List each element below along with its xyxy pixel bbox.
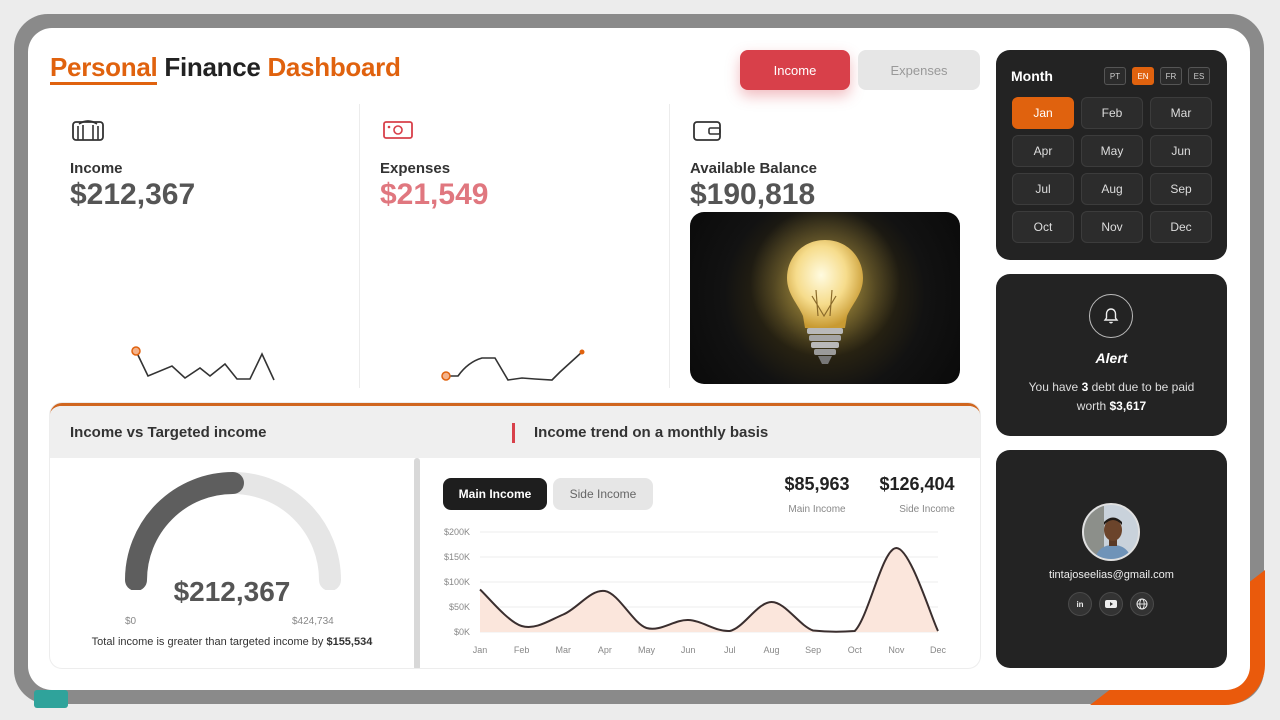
- side-income-metric-label: Side Income: [899, 504, 955, 515]
- title-dashboard: Dashboard: [267, 52, 401, 82]
- corner-tab-decoration: [34, 690, 68, 708]
- language-fr-button[interactable]: FR: [1160, 67, 1182, 85]
- x-tick-label: Jul: [724, 645, 736, 655]
- title-finance: Finance: [157, 52, 268, 82]
- gauge-value: $212,367: [173, 576, 291, 607]
- alert-count: 3: [1081, 380, 1089, 394]
- trend-area: [480, 548, 938, 632]
- expenses-value: $21,549: [380, 178, 489, 211]
- trend-line: [479, 546, 939, 633]
- title-personal: Personal: [50, 52, 158, 85]
- profile-card: tintajoseelias@gmail.com in: [996, 450, 1227, 668]
- x-tick-label: Jun: [681, 645, 696, 655]
- linkedin-icon[interactable]: in: [1068, 592, 1092, 616]
- income-gauge: [125, 472, 341, 590]
- month-picker-card: Month PT EN FR ES Jan Feb Mar Apr May Jun Jul Aug Se…: [996, 50, 1227, 260]
- linkedin-icon-label: in: [1076, 599, 1084, 609]
- month-picker-title: Month: [1011, 68, 1053, 84]
- main-income-metric: $85,963: [784, 474, 850, 494]
- profile-email[interactable]: tintajoseelias@gmail.com: [1049, 569, 1174, 581]
- avatar: [1082, 503, 1140, 561]
- balance-value: $190,818: [690, 178, 816, 211]
- main-income-metric-label: Main Income: [788, 504, 846, 515]
- income-sparkline: [131, 346, 275, 381]
- income-analysis-header: Income vs Targeted income Income trend o…: [50, 406, 980, 458]
- income-trend-chart: $0K $50K $100K $150K $200K Jan Feb Mar Apr May Jun…: [444, 527, 947, 655]
- income-value: $212,367: [70, 178, 196, 211]
- month-oct-button[interactable]: Oct: [1012, 211, 1074, 243]
- bank-icon: [72, 120, 104, 141]
- gauge-note-amount: $155,534: [326, 636, 373, 648]
- expenses-sparkline: [441, 349, 585, 381]
- balance-label: Available Balance: [690, 160, 818, 177]
- income-analysis-card: Income vs Targeted income Income trend o…: [50, 403, 980, 668]
- month-mar-button[interactable]: Mar: [1150, 97, 1212, 129]
- gauge-panel-title: Income vs Targeted income: [70, 424, 267, 441]
- balance-kpi: Available Balance $190,818: [670, 104, 970, 388]
- month-jan-button[interactable]: Jan: [1012, 97, 1074, 129]
- gauge-note: Total income is greater than targeted in…: [90, 634, 374, 650]
- page-title: Personal Finance Dashboard: [50, 52, 401, 85]
- x-tick-label: Oct: [848, 645, 863, 655]
- language-es-button[interactable]: ES: [1188, 67, 1210, 85]
- y-tick-label: $50K: [449, 602, 470, 612]
- side-income-metric: $126,404: [879, 474, 955, 494]
- alert-text-mid: debt due to be paid worth: [1076, 380, 1195, 413]
- alert-text-prefix: You have: [1028, 380, 1082, 394]
- x-tick-label: Mar: [556, 645, 572, 655]
- y-tick-label: $100K: [444, 577, 470, 587]
- main-income-tab[interactable]: Main Income: [443, 478, 547, 510]
- trend-panel-title: Income trend on a monthly basis: [534, 424, 769, 441]
- language-en-button[interactable]: EN: [1132, 67, 1154, 85]
- month-dec-button[interactable]: Dec: [1150, 211, 1212, 243]
- month-feb-button[interactable]: Feb: [1081, 97, 1143, 129]
- income-kpi: Income $212,367: [50, 104, 350, 388]
- globe-icon[interactable]: [1130, 592, 1154, 616]
- bell-icon[interactable]: [1089, 294, 1133, 338]
- wallet-icon: [693, 121, 721, 141]
- x-tick-label: Apr: [598, 645, 612, 655]
- cash-icon: [383, 121, 413, 139]
- income-label: Income: [70, 160, 123, 177]
- month-aug-button[interactable]: Aug: [1081, 173, 1143, 205]
- alert-title: Alert: [1095, 350, 1128, 366]
- month-apr-button[interactable]: Apr: [1012, 135, 1074, 167]
- expenses-kpi: Expenses $21,549: [360, 104, 660, 388]
- x-tick-label: Nov: [888, 645, 905, 655]
- side-income-tab[interactable]: Side Income: [553, 478, 653, 510]
- kpi-divider-1: [359, 104, 360, 388]
- x-tick-label: May: [638, 645, 656, 655]
- month-nov-button[interactable]: Nov: [1081, 211, 1143, 243]
- x-tick-label: Jan: [473, 645, 488, 655]
- youtube-icon[interactable]: [1099, 592, 1123, 616]
- month-jun-button[interactable]: Jun: [1150, 135, 1212, 167]
- month-jul-button[interactable]: Jul: [1012, 173, 1074, 205]
- y-tick-label: $150K: [444, 552, 470, 562]
- x-tick-label: Dec: [930, 645, 947, 655]
- kpi-divider-2: [669, 104, 670, 388]
- header-accent-bar: [512, 423, 515, 443]
- alert-card: Alert You have 3 debt due to be paid wor…: [996, 274, 1227, 436]
- y-tick-label: $0K: [454, 627, 470, 637]
- x-tick-label: Feb: [514, 645, 530, 655]
- income-toggle-button[interactable]: Income: [740, 50, 850, 90]
- month-sep-button[interactable]: Sep: [1150, 173, 1212, 205]
- month-may-button[interactable]: May: [1081, 135, 1143, 167]
- expenses-toggle-button[interactable]: Expenses: [858, 50, 980, 90]
- gauge-min-label: $0: [125, 616, 137, 627]
- x-tick-label: Aug: [763, 645, 779, 655]
- language-pt-button[interactable]: PT: [1104, 67, 1126, 85]
- x-tick-label: Sep: [805, 645, 821, 655]
- alert-amount: $3,617: [1109, 399, 1147, 413]
- gauge-max-label: $424,734: [292, 616, 334, 627]
- y-tick-label: $200K: [444, 527, 470, 537]
- alert-text: You have 3 debt due to be paid worth $3,…: [1016, 378, 1207, 416]
- expenses-label: Expenses: [380, 160, 451, 177]
- panel-separator: [414, 458, 420, 668]
- lightbulb-image: [690, 212, 960, 384]
- gauge-note-text: Total income is greater than targeted in…: [91, 636, 327, 648]
